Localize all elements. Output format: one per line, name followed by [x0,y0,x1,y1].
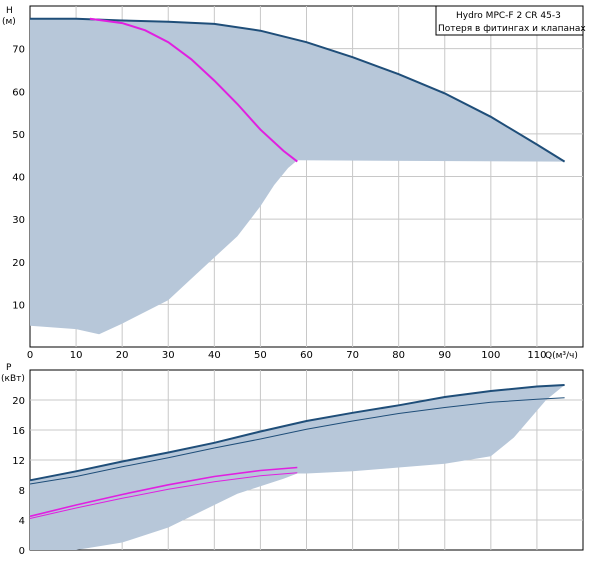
power-y-tick-label: 0 [19,546,25,557]
power-series-1 [29,397,565,485]
legend-product: Hydro MPC-F 2 CR 45-3 [456,11,561,21]
head-axis-label: H [6,6,13,16]
power-axis-unit: (кВт) [1,374,25,384]
legend-box [435,5,584,36]
flow-x-tick-label: 0 [27,350,33,361]
flow-x-tick-label: 110 [527,350,546,361]
power-y-tick-label: 4 [19,516,25,527]
power-y-ticks: 0 4 8 12 16 20 [12,396,25,557]
power-y-tick-label: 12 [12,456,25,467]
power-series-0 [29,384,565,482]
head-y-tick-label: 30 [12,215,25,226]
head-operating-region [30,18,565,335]
head-y-tick-label: 20 [12,258,25,269]
head-y-tick-label: 70 [12,45,25,56]
flow-x-tick-label: 80 [392,350,405,361]
flow-x-tick-label: 10 [70,350,83,361]
head-y-tick-label: 40 [12,173,25,184]
flow-x-tick-label: 50 [254,350,267,361]
head-x-ticks: 0 10 20 30 40 50 60 70 80 90 100 110 [27,350,547,361]
power-y-tick-label: 20 [12,396,25,407]
flow-axis-label: Q(м³/ч) [545,351,578,361]
flow-x-tick-label: 20 [116,350,129,361]
head-chart: 0 10 20 30 40 50 60 70 80 90 100 110 10 20 30 40 50 60 70… [2,5,586,361]
power-series-3 [29,472,298,519]
head-y-tick-label: 60 [12,87,25,98]
head-axis-unit: (м) [2,17,16,27]
power-series-2 [29,466,298,518]
power-axis-label: P [6,363,12,373]
power-chart: 0 4 8 12 16 20 P (кВт) [1,363,584,557]
flow-x-tick-label: 30 [162,350,175,361]
head-series-0 [30,17,566,163]
power-y-tick-label: 8 [19,486,25,497]
flow-x-tick-label: 70 [346,350,359,361]
head-curves [30,17,566,163]
flow-x-tick-label: 90 [438,350,451,361]
flow-x-tick-label: 100 [481,350,500,361]
legend-losses: Потеря в фитингах и клапанах [438,24,586,34]
head-series-1 [89,17,298,163]
head-y-tick-label: 10 [12,300,25,311]
power-y-tick-label: 16 [12,426,25,437]
flow-x-tick-label: 40 [208,350,221,361]
head-y-ticks: 10 20 30 40 50 60 70 [12,45,25,312]
head-y-tick-label: 50 [12,130,25,141]
power-curves [29,384,565,519]
flow-x-tick-label: 60 [300,350,313,361]
